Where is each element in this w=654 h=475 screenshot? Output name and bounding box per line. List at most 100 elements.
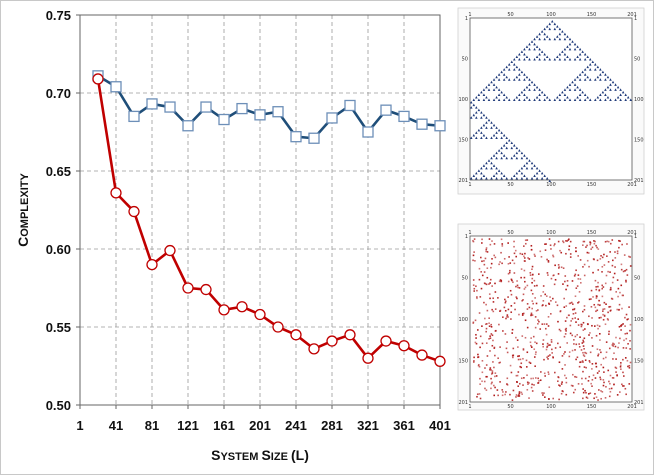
pattern-cell xyxy=(517,286,519,289)
pattern-cell xyxy=(608,387,611,390)
pattern-cell xyxy=(582,388,584,390)
x-tick-label: 161 xyxy=(213,418,235,433)
pattern-cell xyxy=(560,251,563,254)
series-1-point xyxy=(380,104,392,116)
pattern-cell xyxy=(482,93,486,96)
pattern-cell xyxy=(582,341,585,343)
pattern-cell xyxy=(494,375,496,378)
pattern-cell xyxy=(609,390,612,393)
pattern-cell xyxy=(578,52,582,56)
pattern-cell xyxy=(506,341,508,343)
pattern-cell xyxy=(562,240,564,242)
pattern-cell xyxy=(485,85,488,89)
pattern-cell xyxy=(565,330,567,332)
pattern-cell xyxy=(582,329,585,331)
pattern-cell xyxy=(492,361,494,363)
pattern-cell xyxy=(481,359,484,362)
pattern-cell xyxy=(501,389,504,391)
pattern-cell xyxy=(599,258,602,260)
pattern-cell xyxy=(601,391,604,393)
pattern-cell xyxy=(506,314,509,316)
pattern-cell xyxy=(545,323,548,325)
inset-tick-label: 100 xyxy=(546,230,556,236)
pattern-cell xyxy=(548,22,551,26)
pattern-cell xyxy=(510,141,514,145)
pattern-cell xyxy=(497,128,501,132)
inset-tick-label: 100 xyxy=(634,97,644,103)
pattern-cell xyxy=(581,342,584,344)
pattern-cell xyxy=(544,327,547,330)
pattern-cell xyxy=(559,346,562,348)
pattern-cell xyxy=(525,166,529,170)
pattern-cell xyxy=(544,249,547,251)
pattern-cell xyxy=(558,32,562,36)
pattern-cell xyxy=(482,98,486,101)
pattern-cell xyxy=(531,268,533,271)
pattern-cell xyxy=(568,57,572,61)
pattern-cell xyxy=(609,286,612,289)
pattern-cell xyxy=(513,78,516,81)
pattern-cell xyxy=(625,268,628,271)
pattern-cell xyxy=(603,315,606,317)
pattern-cell xyxy=(608,333,610,335)
pattern-cell xyxy=(507,68,511,71)
pattern-cell xyxy=(621,294,624,297)
pattern-cell xyxy=(556,55,559,58)
pattern-cell xyxy=(601,295,604,298)
pattern-cell xyxy=(516,339,519,341)
pattern-cell xyxy=(524,319,527,322)
pattern-cell xyxy=(492,174,496,177)
pattern-cell xyxy=(606,95,610,99)
pattern-cell xyxy=(585,352,588,355)
series-2-point xyxy=(92,73,104,85)
inset-tick-label: 100 xyxy=(634,317,644,323)
pattern-cell xyxy=(509,262,512,264)
pattern-cell xyxy=(549,344,551,346)
pattern-cell xyxy=(622,294,625,297)
pattern-cell xyxy=(520,362,523,365)
pattern-cell xyxy=(536,284,538,287)
pattern-cell xyxy=(573,78,577,81)
pattern-cell xyxy=(470,106,473,109)
pattern-cell xyxy=(611,239,614,241)
pattern-cell xyxy=(472,240,475,243)
pattern-cell xyxy=(622,347,625,349)
pattern-cell xyxy=(495,75,498,79)
pattern-cell xyxy=(543,57,546,61)
pattern-cell xyxy=(494,256,497,259)
pattern-cell xyxy=(553,244,555,247)
pattern-cell xyxy=(569,324,572,327)
pattern-cell xyxy=(515,296,518,298)
pattern-cell xyxy=(574,349,576,351)
pattern-cell xyxy=(499,381,501,383)
pattern-cell xyxy=(508,256,510,258)
pattern-cell xyxy=(519,252,522,255)
pattern-cell xyxy=(498,263,500,266)
pattern-cell xyxy=(543,323,546,325)
pattern-cell xyxy=(518,98,521,101)
pattern-cell xyxy=(528,98,531,101)
pattern-cell xyxy=(545,295,548,297)
pattern-cell xyxy=(543,52,546,56)
pattern-cell xyxy=(629,256,631,258)
pattern-cell xyxy=(578,291,581,293)
pattern-cell xyxy=(499,261,501,263)
pattern-cell xyxy=(602,384,605,387)
pattern-cell xyxy=(502,154,506,157)
pattern-cell xyxy=(542,339,545,341)
pattern-cell xyxy=(540,30,544,33)
inset-tick-label: 201 xyxy=(627,230,637,236)
pattern-cell xyxy=(547,316,550,318)
pattern-cell xyxy=(580,325,583,328)
pattern-cell xyxy=(545,25,549,28)
pattern-cell xyxy=(518,78,521,81)
pattern-cell xyxy=(574,295,577,298)
series-1-point xyxy=(434,120,446,132)
pattern-cell xyxy=(619,98,622,101)
pattern-cell xyxy=(473,290,476,292)
pattern-cell xyxy=(533,57,536,61)
pattern-cell xyxy=(513,252,516,255)
pattern-cell xyxy=(545,333,548,336)
x-tick-label: 81 xyxy=(145,418,159,433)
inset-tick-label: 50 xyxy=(507,182,513,188)
